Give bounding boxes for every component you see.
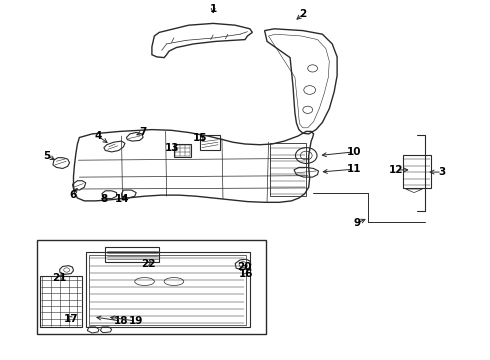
Text: 14: 14 xyxy=(115,194,130,204)
Text: 4: 4 xyxy=(94,131,102,141)
Text: 7: 7 xyxy=(139,127,147,138)
Bar xyxy=(174,144,191,157)
Text: 1: 1 xyxy=(210,4,217,14)
Bar xyxy=(89,255,246,325)
Bar xyxy=(86,252,250,327)
Text: 8: 8 xyxy=(100,194,107,204)
Text: 18: 18 xyxy=(114,316,129,326)
Bar xyxy=(37,240,266,334)
Text: 10: 10 xyxy=(346,147,361,157)
Bar xyxy=(40,276,82,327)
Bar xyxy=(200,135,220,150)
Text: 9: 9 xyxy=(353,218,360,228)
Text: 3: 3 xyxy=(439,167,445,177)
Text: 15: 15 xyxy=(193,132,207,143)
Text: 2: 2 xyxy=(299,9,306,19)
Text: 20: 20 xyxy=(237,262,251,272)
Text: 17: 17 xyxy=(64,314,78,324)
Text: 13: 13 xyxy=(165,143,180,153)
Text: 21: 21 xyxy=(52,273,67,283)
Text: 12: 12 xyxy=(389,165,403,175)
Bar xyxy=(105,247,159,262)
Text: 22: 22 xyxy=(141,258,155,269)
Text: 16: 16 xyxy=(239,269,253,279)
Text: 5: 5 xyxy=(43,150,50,161)
Bar xyxy=(403,155,431,188)
Text: 19: 19 xyxy=(129,316,144,326)
Text: 6: 6 xyxy=(69,190,76,200)
Text: 11: 11 xyxy=(346,164,361,174)
Bar xyxy=(270,143,306,196)
